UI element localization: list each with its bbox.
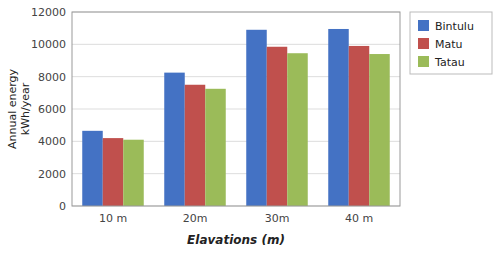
legend-swatch xyxy=(418,20,429,31)
y-grid xyxy=(72,12,400,206)
bar xyxy=(103,138,124,206)
plot-frame xyxy=(72,12,400,206)
y-tick-label: 2000 xyxy=(38,168,66,181)
legend-box xyxy=(410,12,492,74)
y-tick-label: 6000 xyxy=(38,103,66,116)
legend: Bintulu Matu Tatau xyxy=(410,12,492,74)
chart: 0 2000 4000 6000 8000 10000 12000 10 m 20m 30m 40 … xyxy=(0,0,500,258)
legend-label: Tatau xyxy=(434,56,465,69)
bar xyxy=(246,30,267,206)
bar xyxy=(82,131,103,206)
bar xyxy=(369,54,390,206)
bar xyxy=(267,47,288,206)
legend-swatch xyxy=(418,56,429,67)
bars xyxy=(82,29,390,206)
bar xyxy=(328,29,349,206)
bar xyxy=(123,140,144,206)
y-tick-label: 10000 xyxy=(31,38,66,51)
x-tick-label: 40 m xyxy=(345,212,373,225)
x-tick-label: 30m xyxy=(265,212,290,225)
y-axis-label: Annual energykWh/year xyxy=(6,68,32,149)
y-tick-label: 12000 xyxy=(31,6,66,19)
bar xyxy=(185,85,206,206)
y-tick-label: 8000 xyxy=(38,71,66,84)
bar xyxy=(164,73,185,206)
y-axis-label-line: kWh/year xyxy=(19,82,32,135)
y-tick-label: 4000 xyxy=(38,135,66,148)
legend-swatch xyxy=(418,38,429,49)
y-tick-label: 0 xyxy=(59,200,66,213)
x-axis-label: Elavations (m) xyxy=(187,233,285,247)
grid-line xyxy=(72,44,400,45)
x-tick-label: 10 m xyxy=(99,212,127,225)
bar xyxy=(349,46,370,206)
bar xyxy=(287,53,308,206)
legend-label: Matu xyxy=(435,38,463,51)
legend-label: Bintulu xyxy=(435,20,474,33)
x-tick-label: 20m xyxy=(183,212,208,225)
y-axis-label-line: Annual energy xyxy=(6,68,19,149)
bar xyxy=(205,89,226,206)
